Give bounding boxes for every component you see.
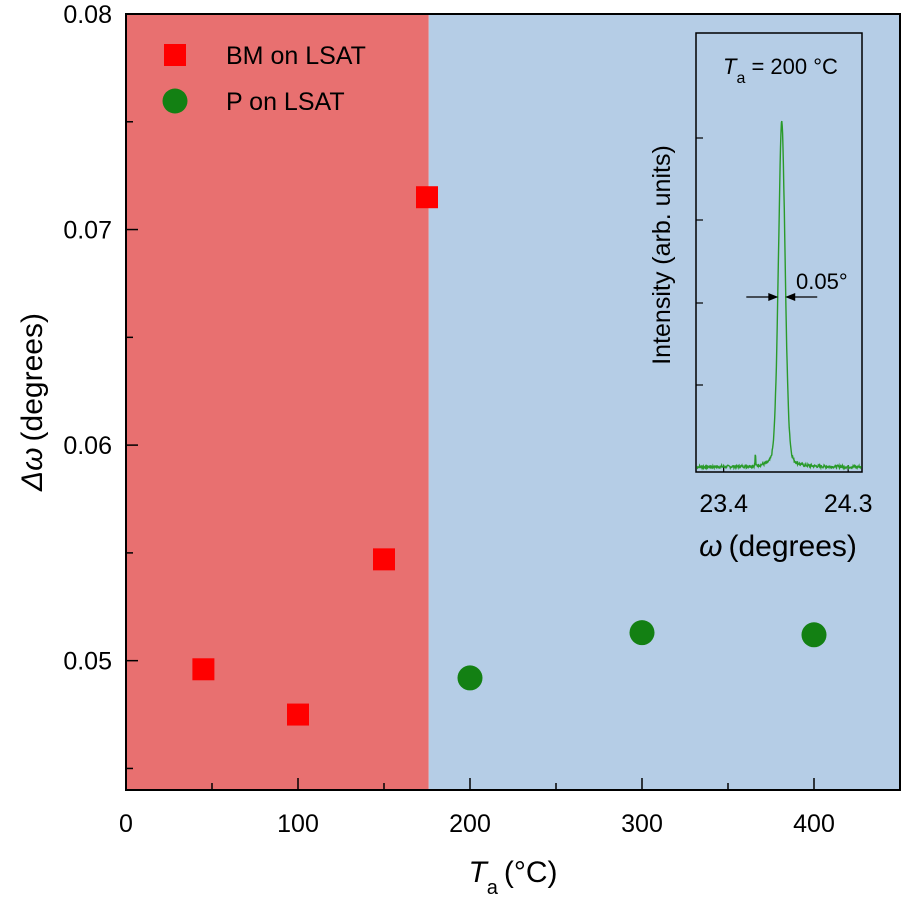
- region-1: [428, 14, 900, 790]
- plot-frame: [125, 13, 901, 791]
- inset-plot: 0.05° Ta = 200 °C Intensity (arb. units)…: [648, 32, 873, 563]
- y-tick-label: 0.06: [63, 432, 112, 460]
- p-point: [629, 620, 655, 646]
- inset-x-unit: (degrees): [728, 530, 856, 563]
- x-axis-subscript: a: [487, 877, 499, 899]
- inset-title: Ta = 200 °C: [723, 54, 838, 87]
- x-tick-label: 300: [621, 810, 663, 838]
- fwhm-arrows: [746, 293, 818, 301]
- y-axis-title: Δω (degrees): [16, 313, 49, 492]
- y-axis-unit: (degrees): [16, 313, 49, 441]
- inset-spectrum-line: [696, 120, 862, 471]
- inset-x-symbol: ω: [699, 530, 722, 563]
- inset-x-axis-title: ω (degrees): [699, 530, 857, 563]
- legend-label-bm: BM on LSAT: [226, 42, 366, 70]
- inset-tick-labels: 23.4 24.3: [699, 490, 872, 518]
- main-tick-labels: 0 100 200 300 400 0.05 0.06 0.07 0.08: [63, 1, 835, 838]
- legend-label-p: P on LSAT: [226, 88, 345, 116]
- x-tick-label: 100: [277, 810, 319, 838]
- inset-y-axis-title: Intensity (arb. units): [648, 145, 676, 365]
- data-points: [192, 186, 827, 726]
- legend-marker-bm: [164, 44, 186, 66]
- legend-marker-p: [162, 88, 188, 114]
- bm-point: [373, 548, 395, 571]
- inset-title-rest: = 200 °C: [745, 54, 838, 79]
- y-tick-label: 0.08: [63, 1, 112, 29]
- inset-frame: [695, 32, 863, 473]
- background-regions: [126, 14, 900, 790]
- p-point: [801, 622, 827, 648]
- inset-title-symbol: T: [723, 54, 738, 79]
- fwhm-annotation: 0.05°: [796, 269, 848, 294]
- bm-point: [287, 703, 309, 726]
- region-0: [126, 14, 429, 790]
- bm-point: [416, 186, 438, 209]
- inset-x-tick-label: 24.3: [824, 490, 873, 518]
- p-point: [457, 665, 483, 691]
- inset-x-tick-label: 23.4: [699, 490, 748, 518]
- x-axis-unit: (°C): [504, 856, 558, 889]
- inset-title-subscript: a: [736, 70, 745, 87]
- x-tick-label: 400: [793, 810, 835, 838]
- fwhm-arrowhead-left: [768, 293, 779, 301]
- fwhm-arrowhead-right: [785, 293, 796, 301]
- bm-point: [192, 658, 215, 681]
- y-tick-label: 0.07: [63, 217, 112, 245]
- x-axis-title: Ta (°C): [468, 856, 557, 899]
- x-tick-label: 0: [119, 810, 133, 838]
- legend: BM on LSAT P on LSAT: [162, 42, 366, 116]
- y-axis-symbol: Δω: [16, 447, 49, 492]
- y-tick-label: 0.05: [63, 648, 112, 676]
- x-axis-symbol: T: [468, 856, 489, 889]
- x-tick-label: 200: [449, 810, 491, 838]
